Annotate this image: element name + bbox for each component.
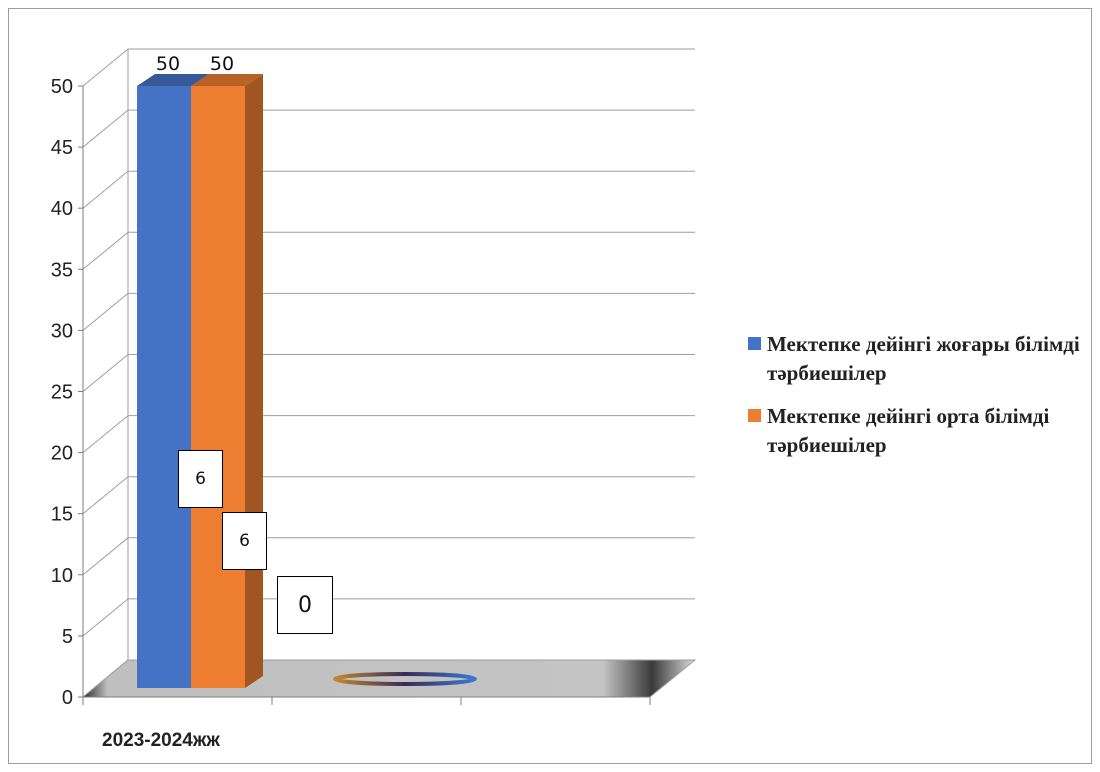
chart-frame <box>8 8 1092 764</box>
gridline-diagonal <box>82 476 129 515</box>
gridline-diagonal <box>82 170 129 209</box>
y-tick-label: 20 <box>51 443 73 465</box>
legend-item: Мектепке дейінгі орта білімді тәрбиешіле… <box>748 402 1088 460</box>
gridline-diagonal <box>82 598 129 637</box>
gridline-diagonal <box>82 537 129 576</box>
callout-label-2: 6 <box>222 512 267 570</box>
y-tick-label: 15 <box>51 504 73 526</box>
gridline-diagonal <box>82 415 129 453</box>
gridline-diagonal <box>82 109 129 148</box>
legend-label: Мектепке дейінгі жоғары білімді тәрбиеші… <box>767 332 1080 385</box>
bar-value-label: 50 <box>210 53 234 75</box>
legend-swatch <box>748 409 761 422</box>
bar-top-series-2 <box>191 74 263 86</box>
legend-item: Мектепке дейінгі жоғары білімді тәрбиеші… <box>748 330 1088 388</box>
y-tick-label: 0 <box>62 687 73 709</box>
gridline-diagonal <box>82 354 129 392</box>
y-tick-label: 40 <box>51 198 73 220</box>
floor-reflection <box>333 672 477 686</box>
legend-label: Мектепке дейінгі орта білімді тәрбиешіле… <box>767 404 1050 457</box>
gridline-diagonal <box>82 48 129 87</box>
y-tick-label: 45 <box>51 137 73 159</box>
bar-side-series-2 <box>245 74 263 688</box>
callout-label-1: 6 <box>178 450 223 508</box>
callout-label-3: 0 <box>277 576 333 634</box>
chart-legend: Мектепке дейінгі жоғары білімді тәрбиеші… <box>748 330 1088 474</box>
legend-swatch <box>748 337 761 350</box>
y-tick-label: 25 <box>51 382 73 404</box>
bar-front-series-1 <box>137 86 191 688</box>
y-tick-label: 5 <box>62 626 73 648</box>
gridline-diagonal <box>82 659 129 698</box>
y-tick-label: 35 <box>51 259 73 281</box>
bar-value-label: 50 <box>156 53 180 75</box>
y-tick-label: 50 <box>51 76 73 98</box>
x-category-label: 2023-2024жж <box>102 730 220 751</box>
bar-front-series-2 <box>191 86 245 688</box>
bar-top-series-1 <box>137 74 209 86</box>
y-tick-label: 10 <box>51 565 73 587</box>
y-tick-label: 30 <box>51 320 73 342</box>
gridline-diagonal <box>82 293 129 331</box>
gridline-diagonal <box>82 231 129 270</box>
